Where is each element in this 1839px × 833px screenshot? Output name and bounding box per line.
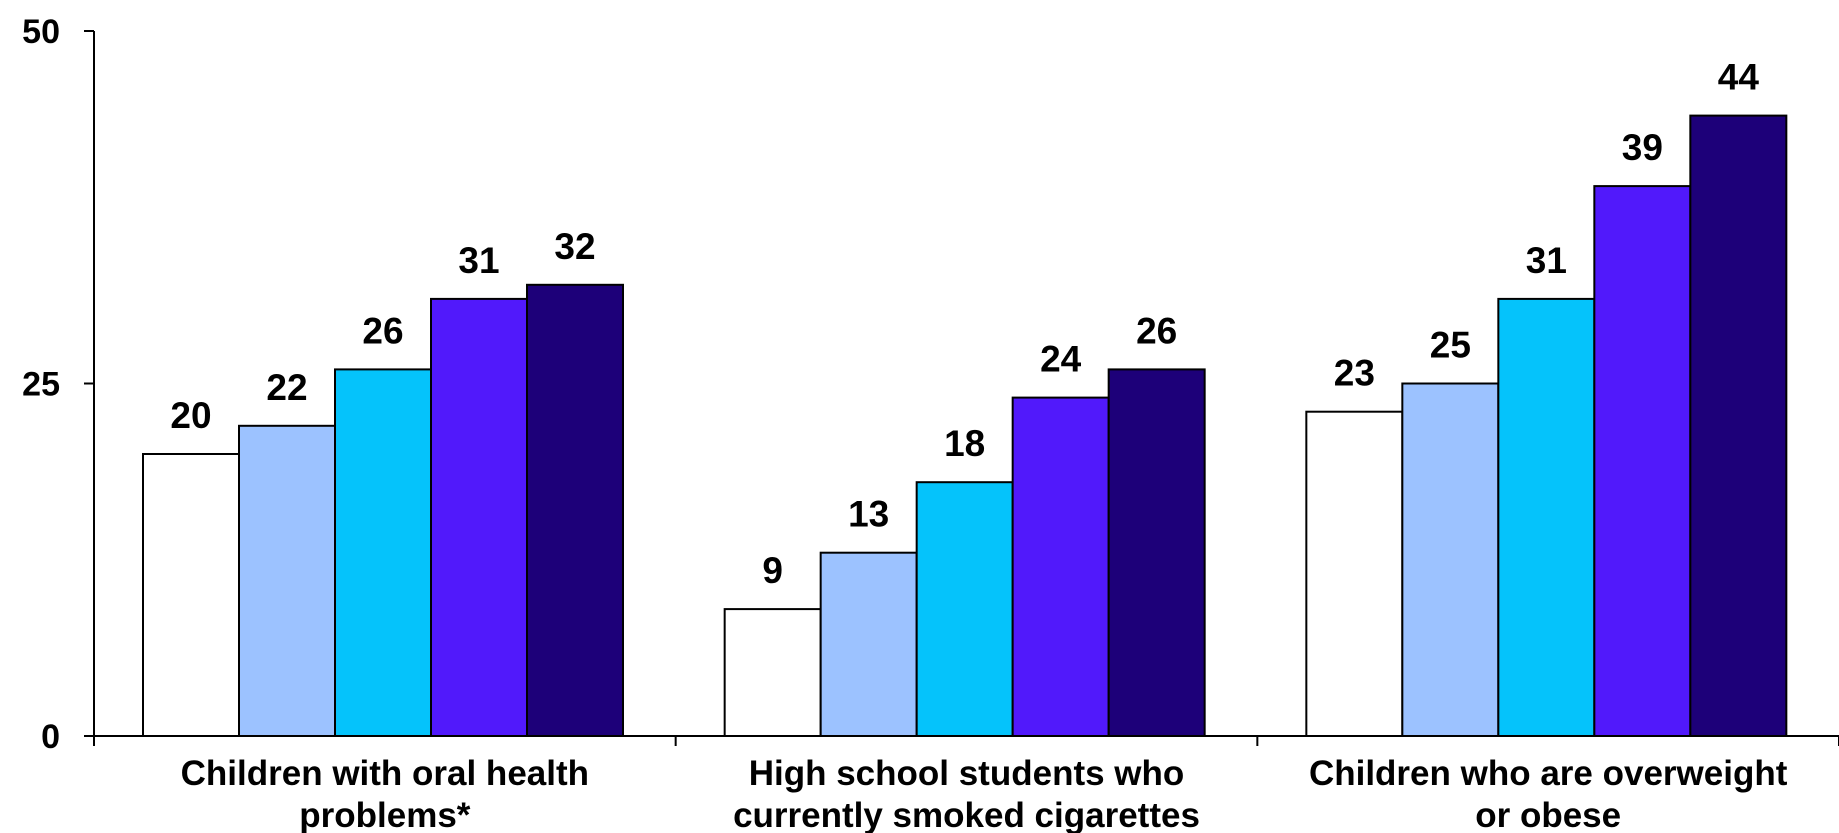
x-axis-ticks: [93, 736, 1839, 746]
data-label: 39: [1622, 127, 1663, 168]
category-label: High school students who currently smoked…: [733, 754, 1200, 833]
data-label: 32: [554, 226, 595, 267]
y-tick-label: 25: [22, 366, 60, 404]
category-label-line: High school students who: [749, 754, 1185, 793]
category-label-line: or obese: [1475, 796, 1621, 833]
y-tick-label: 0: [41, 718, 60, 756]
bar: [238, 424, 336, 737]
bar: [142, 453, 240, 737]
bar: [915, 481, 1014, 738]
category-label: Children with oral health problems*: [181, 754, 589, 833]
category-label-line: currently smoked cigarettes: [733, 796, 1200, 833]
bar: [1593, 185, 1692, 738]
data-label: 20: [170, 395, 211, 436]
bars-group: [142, 114, 1788, 738]
bar: [1107, 368, 1206, 737]
data-label: 24: [1040, 339, 1082, 380]
data-labels-group: 20 22 26 31 32 9 13 18 24 26 23 25 31 39 44: [170, 57, 1760, 591]
data-label: 18: [944, 423, 985, 464]
data-label: 31: [1526, 240, 1567, 281]
category-label-line: Children with oral health: [181, 754, 589, 793]
data-label: 26: [1136, 310, 1177, 351]
category-labels-group: Children with oral health problems* High s…: [181, 754, 1788, 833]
category-label-line: Children who are overweight: [1309, 754, 1788, 793]
bar: [1401, 382, 1500, 737]
bar: [723, 608, 822, 737]
y-axis-ticks: 0 25 50: [22, 13, 94, 756]
y-tick-label: 50: [22, 13, 60, 51]
bar: [430, 297, 528, 737]
data-label: 31: [458, 240, 499, 281]
data-label: 22: [266, 367, 307, 408]
data-label: 26: [362, 310, 403, 351]
bar: [334, 368, 432, 737]
data-label: 25: [1430, 325, 1471, 366]
bar: [1689, 114, 1788, 738]
category-label-line: problems*: [299, 796, 471, 833]
data-label: 13: [848, 494, 889, 535]
data-label: 44: [1718, 57, 1760, 98]
category-label: Children who are overweight or obese: [1309, 754, 1788, 833]
bar: [1497, 297, 1596, 737]
data-label: 9: [762, 550, 783, 591]
data-label: 23: [1334, 353, 1375, 394]
bar: [526, 283, 624, 737]
bar: [1305, 410, 1404, 737]
bar: [819, 551, 918, 738]
bar: [1011, 396, 1110, 737]
